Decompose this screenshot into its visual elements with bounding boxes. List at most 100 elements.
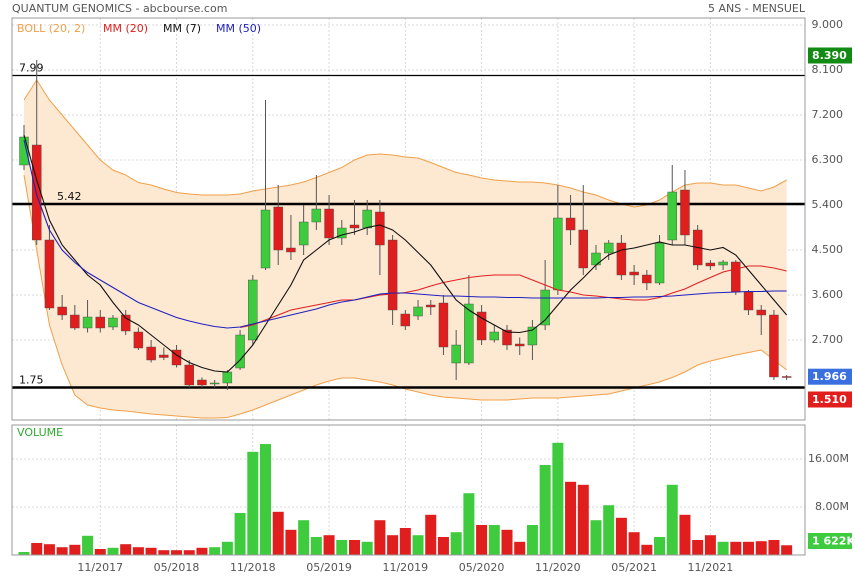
volume-bar xyxy=(692,540,704,555)
volume-bar xyxy=(82,535,94,555)
candle-body xyxy=(426,304,436,308)
candle-body xyxy=(248,279,258,341)
volume-bar xyxy=(348,540,360,555)
volume-bar xyxy=(628,532,640,555)
candle-body xyxy=(680,189,690,236)
volume-bar xyxy=(272,511,284,555)
candle-body xyxy=(489,331,499,341)
volume-bar xyxy=(666,484,678,555)
volume-bar xyxy=(615,517,627,555)
volume-bar xyxy=(425,514,437,555)
price-marker-label: 1.966 xyxy=(812,370,847,383)
moving-average xyxy=(239,265,787,329)
candle-body xyxy=(476,311,487,341)
candle-body xyxy=(438,302,449,348)
candle-body xyxy=(616,242,627,276)
x-tick-label: 05/2019 xyxy=(306,561,352,574)
volume-bar xyxy=(387,535,399,555)
level-label: 5.42 xyxy=(57,190,82,203)
volume-bar xyxy=(260,444,272,555)
candle-body xyxy=(95,316,105,329)
price-marker-label: 8.390 xyxy=(812,49,847,62)
volume-bar xyxy=(120,544,132,555)
volume-bar xyxy=(209,547,221,555)
volume-bar xyxy=(679,514,691,555)
candle-body xyxy=(222,371,233,384)
candle-body xyxy=(667,191,677,241)
volume-bar xyxy=(18,552,30,555)
volume-bar xyxy=(107,547,119,555)
volume-bar xyxy=(781,545,793,555)
volume-frame xyxy=(11,424,806,556)
candle-body xyxy=(349,224,360,229)
bollinger-upper xyxy=(23,79,787,208)
candle-body xyxy=(654,242,665,284)
volume-bar xyxy=(488,525,500,555)
candle-body xyxy=(756,309,766,316)
volume-bar xyxy=(590,520,602,555)
candle-body xyxy=(527,326,538,346)
price-marker xyxy=(808,47,852,64)
candle-body xyxy=(553,217,563,291)
y-tick-label: 16.00M xyxy=(808,452,849,465)
legend-entry: BOLL (20, 2) xyxy=(17,22,85,35)
level-label: 7.99 xyxy=(19,62,44,75)
candle-body xyxy=(387,239,398,311)
volume-bar xyxy=(221,541,233,555)
volume-bar xyxy=(285,529,297,555)
price-marker-label: 1.510 xyxy=(812,393,847,406)
candle-body xyxy=(108,317,118,328)
volume-bar xyxy=(399,528,411,555)
candle-body xyxy=(197,379,207,386)
candle-body xyxy=(413,306,423,317)
volume-title: VOLUME xyxy=(17,426,63,439)
candle-body xyxy=(362,209,372,229)
volume-bar xyxy=(552,442,564,555)
moving-average xyxy=(23,134,788,373)
candle-body xyxy=(731,261,741,293)
y-tick-label: 6.300 xyxy=(812,153,844,166)
volume-bar xyxy=(158,550,170,555)
candle-body xyxy=(273,206,283,251)
candle-body xyxy=(502,329,512,346)
x-tick-label: 05/2020 xyxy=(459,561,505,574)
candle-body xyxy=(642,274,652,284)
candle-body xyxy=(375,211,385,246)
legend-entry: MM (50) xyxy=(216,22,261,35)
volume-bar xyxy=(514,541,526,555)
x-tick-label: 11/2019 xyxy=(382,561,428,574)
candle-body xyxy=(718,261,728,266)
volume-bar xyxy=(717,541,729,555)
candle-body xyxy=(260,209,271,269)
candle-body xyxy=(337,227,347,239)
candle-body xyxy=(515,343,525,347)
volume-bar xyxy=(196,547,208,555)
volume-bar xyxy=(69,544,81,555)
candle-body xyxy=(464,303,474,364)
volume-bar xyxy=(247,451,259,555)
candle-body xyxy=(57,306,67,316)
volume-bar xyxy=(641,544,653,555)
volume-bar xyxy=(132,547,144,555)
volume-bar xyxy=(565,481,577,555)
y-tick-label: 9.000 xyxy=(812,18,844,31)
volume-bar xyxy=(361,541,373,555)
x-tick-label: 11/2020 xyxy=(535,561,581,574)
candle-body xyxy=(44,239,55,309)
bollinger-lower xyxy=(23,174,787,419)
price-frame xyxy=(11,17,806,421)
candle-body xyxy=(565,217,576,231)
chart-title: QUANTUM GENOMICS - abcbourse.com xyxy=(12,2,227,15)
y-tick-label: 2.700 xyxy=(812,333,844,346)
candle-body xyxy=(400,313,411,327)
volume-bar xyxy=(374,520,386,555)
volume-bar xyxy=(171,550,183,555)
level-label: 1.75 xyxy=(19,374,44,387)
legend-entry: MM (20) xyxy=(103,22,148,35)
y-tick-label: 7.200 xyxy=(812,108,844,121)
bollinger-fill xyxy=(24,80,787,418)
y-tick-label: 3.600 xyxy=(812,288,844,301)
y-tick-label: 8.00M xyxy=(815,500,849,513)
x-tick-label: 11/2018 xyxy=(230,561,276,574)
